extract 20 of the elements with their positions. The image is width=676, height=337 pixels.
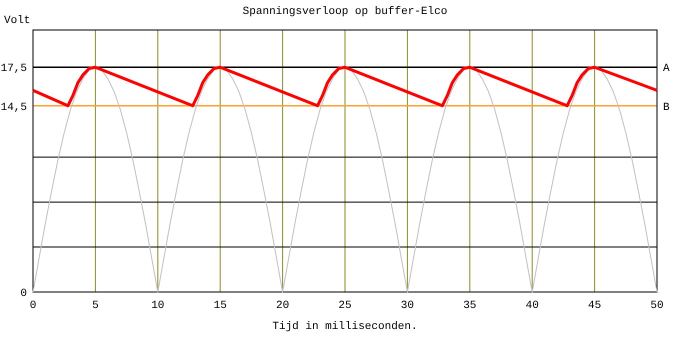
x-tick-label: 15 [214,300,227,312]
ref-line-label: B [663,102,670,114]
ref-line-label: A [663,63,670,76]
x-tick-label: 45 [588,300,602,312]
y-tick-label: 17,5 [0,63,27,76]
chart-title: Spanningsverloop op buffer-Elco [242,6,448,18]
x-tick-label: 30 [400,300,414,312]
x-tick-label: 35 [463,300,476,312]
y-tick-label: 0 [20,288,27,300]
x-tick-label: 5 [92,300,99,312]
x-tick-label: 50 [650,300,664,312]
y-tick-label: 14,5 [0,102,27,114]
y-axis-title: Volt [4,15,30,27]
x-tick-label: 10 [151,300,164,312]
x-tick-label: 20 [276,300,290,312]
x-tick-label: 0 [30,300,36,312]
x-tick-label: 40 [526,300,539,312]
line-series [32,66,658,108]
x-axis-title: Tijd in milliseconden. [272,321,418,333]
x-tick-label: 25 [338,300,352,312]
